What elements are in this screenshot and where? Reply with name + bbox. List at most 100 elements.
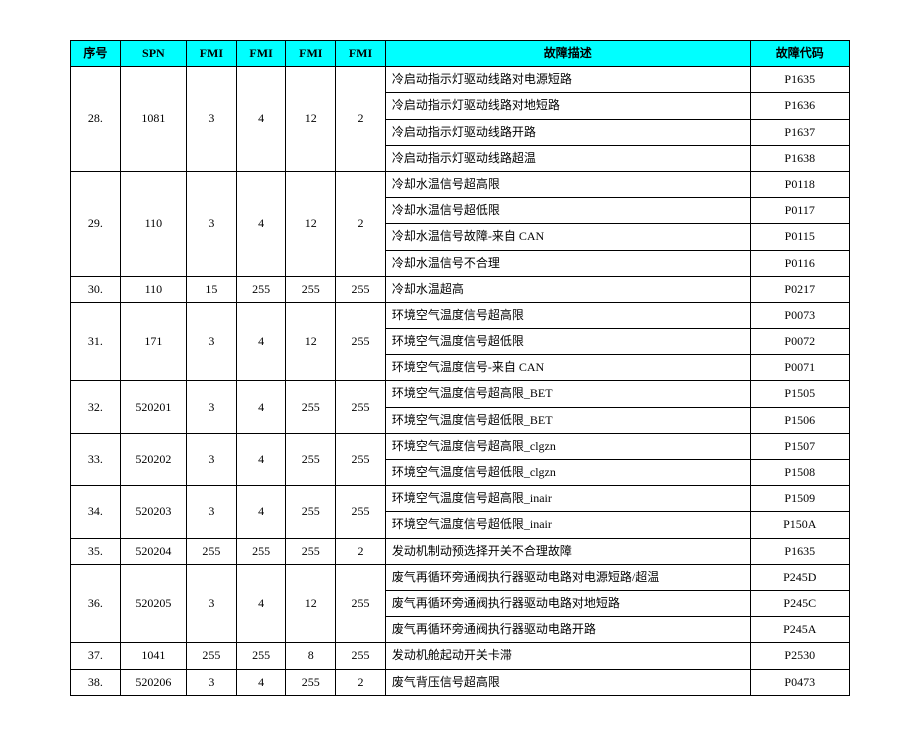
cell-fmi2: 4 bbox=[236, 564, 286, 643]
table-row: 35.5202042552552552发动机制动预选择开关不合理故障P1635 bbox=[71, 538, 850, 564]
cell-fmi2: 4 bbox=[236, 381, 286, 433]
cell-desc: 环境空气温度信号超低限_clgzn bbox=[385, 460, 750, 486]
header-desc: 故障描述 bbox=[385, 41, 750, 67]
cell-fmi3: 12 bbox=[286, 67, 336, 172]
fault-code-table: 序号 SPN FMI FMI FMI FMI 故障描述 故障代码 28.1081… bbox=[70, 40, 850, 696]
cell-desc: 发动机制动预选择开关不合理故障 bbox=[385, 538, 750, 564]
cell-seq: 30. bbox=[71, 276, 121, 302]
cell-fmi3: 12 bbox=[286, 302, 336, 381]
cell-fmi3: 255 bbox=[286, 433, 336, 485]
cell-code: P1506 bbox=[750, 407, 849, 433]
cell-fmi2: 4 bbox=[236, 302, 286, 381]
cell-code: P0071 bbox=[750, 355, 849, 381]
cell-code: P245D bbox=[750, 564, 849, 590]
cell-code: P0217 bbox=[750, 276, 849, 302]
cell-fmi1: 3 bbox=[187, 669, 237, 695]
table-row: 32.52020134255255环境空气温度信号超高限_BETP1505 bbox=[71, 381, 850, 407]
cell-spn: 110 bbox=[120, 171, 186, 276]
cell-fmi3: 12 bbox=[286, 564, 336, 643]
cell-code: P0072 bbox=[750, 329, 849, 355]
header-fmi3: FMI bbox=[286, 41, 336, 67]
cell-code: P0473 bbox=[750, 669, 849, 695]
header-fmi1: FMI bbox=[187, 41, 237, 67]
cell-spn: 520204 bbox=[120, 538, 186, 564]
cell-code: P0115 bbox=[750, 224, 849, 250]
cell-fmi4: 2 bbox=[336, 538, 386, 564]
cell-fmi1: 3 bbox=[187, 564, 237, 643]
cell-fmi1: 3 bbox=[187, 381, 237, 433]
cell-fmi3: 12 bbox=[286, 171, 336, 276]
cell-spn: 520203 bbox=[120, 486, 186, 538]
cell-fmi4: 255 bbox=[336, 564, 386, 643]
cell-desc: 冷却水温信号超高限 bbox=[385, 171, 750, 197]
cell-seq: 35. bbox=[71, 538, 121, 564]
cell-desc: 废气再循环旁通阀执行器驱动电路开路 bbox=[385, 617, 750, 643]
cell-fmi1: 255 bbox=[187, 643, 237, 669]
header-code: 故障代码 bbox=[750, 41, 849, 67]
cell-desc: 环境空气温度信号超高限_BET bbox=[385, 381, 750, 407]
table-row: 37.10412552558255发动机舱起动开关卡滞P2530 bbox=[71, 643, 850, 669]
cell-fmi4: 255 bbox=[336, 302, 386, 381]
cell-spn: 520201 bbox=[120, 381, 186, 433]
cell-fmi1: 3 bbox=[187, 302, 237, 381]
cell-fmi1: 3 bbox=[187, 433, 237, 485]
cell-code: P1635 bbox=[750, 538, 849, 564]
cell-fmi4: 255 bbox=[336, 276, 386, 302]
cell-fmi4: 255 bbox=[336, 643, 386, 669]
cell-desc: 环境空气温度信号超高限 bbox=[385, 302, 750, 328]
cell-desc: 废气再循环旁通阀执行器驱动电路对地短路 bbox=[385, 590, 750, 616]
header-spn: SPN bbox=[120, 41, 186, 67]
cell-fmi4: 2 bbox=[336, 67, 386, 172]
cell-fmi1: 255 bbox=[187, 538, 237, 564]
cell-seq: 38. bbox=[71, 669, 121, 695]
cell-code: P1508 bbox=[750, 460, 849, 486]
cell-fmi2: 4 bbox=[236, 433, 286, 485]
cell-fmi1: 3 bbox=[187, 67, 237, 172]
cell-code: P1635 bbox=[750, 67, 849, 93]
cell-fmi4: 255 bbox=[336, 433, 386, 485]
cell-desc: 冷却水温信号超低限 bbox=[385, 198, 750, 224]
cell-fmi3: 255 bbox=[286, 669, 336, 695]
table-row: 34.52020334255255环境空气温度信号超高限_inairP1509 bbox=[71, 486, 850, 512]
cell-spn: 520205 bbox=[120, 564, 186, 643]
cell-fmi2: 4 bbox=[236, 67, 286, 172]
cell-fmi2: 255 bbox=[236, 643, 286, 669]
cell-desc: 环境空气温度信号超高限_inair bbox=[385, 486, 750, 512]
cell-desc: 冷启动指示灯驱动线路对电源短路 bbox=[385, 67, 750, 93]
cell-desc: 冷启动指示灯驱动线路超温 bbox=[385, 145, 750, 171]
cell-spn: 520206 bbox=[120, 669, 186, 695]
cell-desc: 冷却水温信号故障-来自 CAN bbox=[385, 224, 750, 250]
cell-desc: 冷启动指示灯驱动线路开路 bbox=[385, 119, 750, 145]
table-row: 31.1713412255环境空气温度信号超高限P0073 bbox=[71, 302, 850, 328]
cell-fmi3: 255 bbox=[286, 486, 336, 538]
cell-seq: 34. bbox=[71, 486, 121, 538]
cell-seq: 31. bbox=[71, 302, 121, 381]
cell-spn: 1041 bbox=[120, 643, 186, 669]
cell-code: P0073 bbox=[750, 302, 849, 328]
cell-desc: 发动机舱起动开关卡滞 bbox=[385, 643, 750, 669]
cell-code: P0118 bbox=[750, 171, 849, 197]
cell-code: P245A bbox=[750, 617, 849, 643]
cell-desc: 环境空气温度信号超低限 bbox=[385, 329, 750, 355]
table-row: 36.5202053412255废气再循环旁通阀执行器驱动电路对电源短路/超温P… bbox=[71, 564, 850, 590]
cell-desc: 环境空气温度信号超高限_clgzn bbox=[385, 433, 750, 459]
cell-fmi3: 8 bbox=[286, 643, 336, 669]
cell-desc: 环境空气温度信号超低限_BET bbox=[385, 407, 750, 433]
cell-code: P1505 bbox=[750, 381, 849, 407]
cell-spn: 1081 bbox=[120, 67, 186, 172]
cell-code: P1509 bbox=[750, 486, 849, 512]
cell-fmi2: 4 bbox=[236, 486, 286, 538]
cell-fmi4: 2 bbox=[336, 171, 386, 276]
cell-seq: 32. bbox=[71, 381, 121, 433]
cell-desc: 环境空气温度信号-来自 CAN bbox=[385, 355, 750, 381]
cell-code: P0117 bbox=[750, 198, 849, 224]
cell-desc: 冷却水温信号不合理 bbox=[385, 250, 750, 276]
cell-desc: 废气背压信号超高限 bbox=[385, 669, 750, 695]
cell-spn: 171 bbox=[120, 302, 186, 381]
cell-fmi1: 3 bbox=[187, 171, 237, 276]
cell-code: P2530 bbox=[750, 643, 849, 669]
cell-spn: 520202 bbox=[120, 433, 186, 485]
cell-seq: 37. bbox=[71, 643, 121, 669]
cell-code: P0116 bbox=[750, 250, 849, 276]
cell-desc: 废气再循环旁通阀执行器驱动电路对电源短路/超温 bbox=[385, 564, 750, 590]
